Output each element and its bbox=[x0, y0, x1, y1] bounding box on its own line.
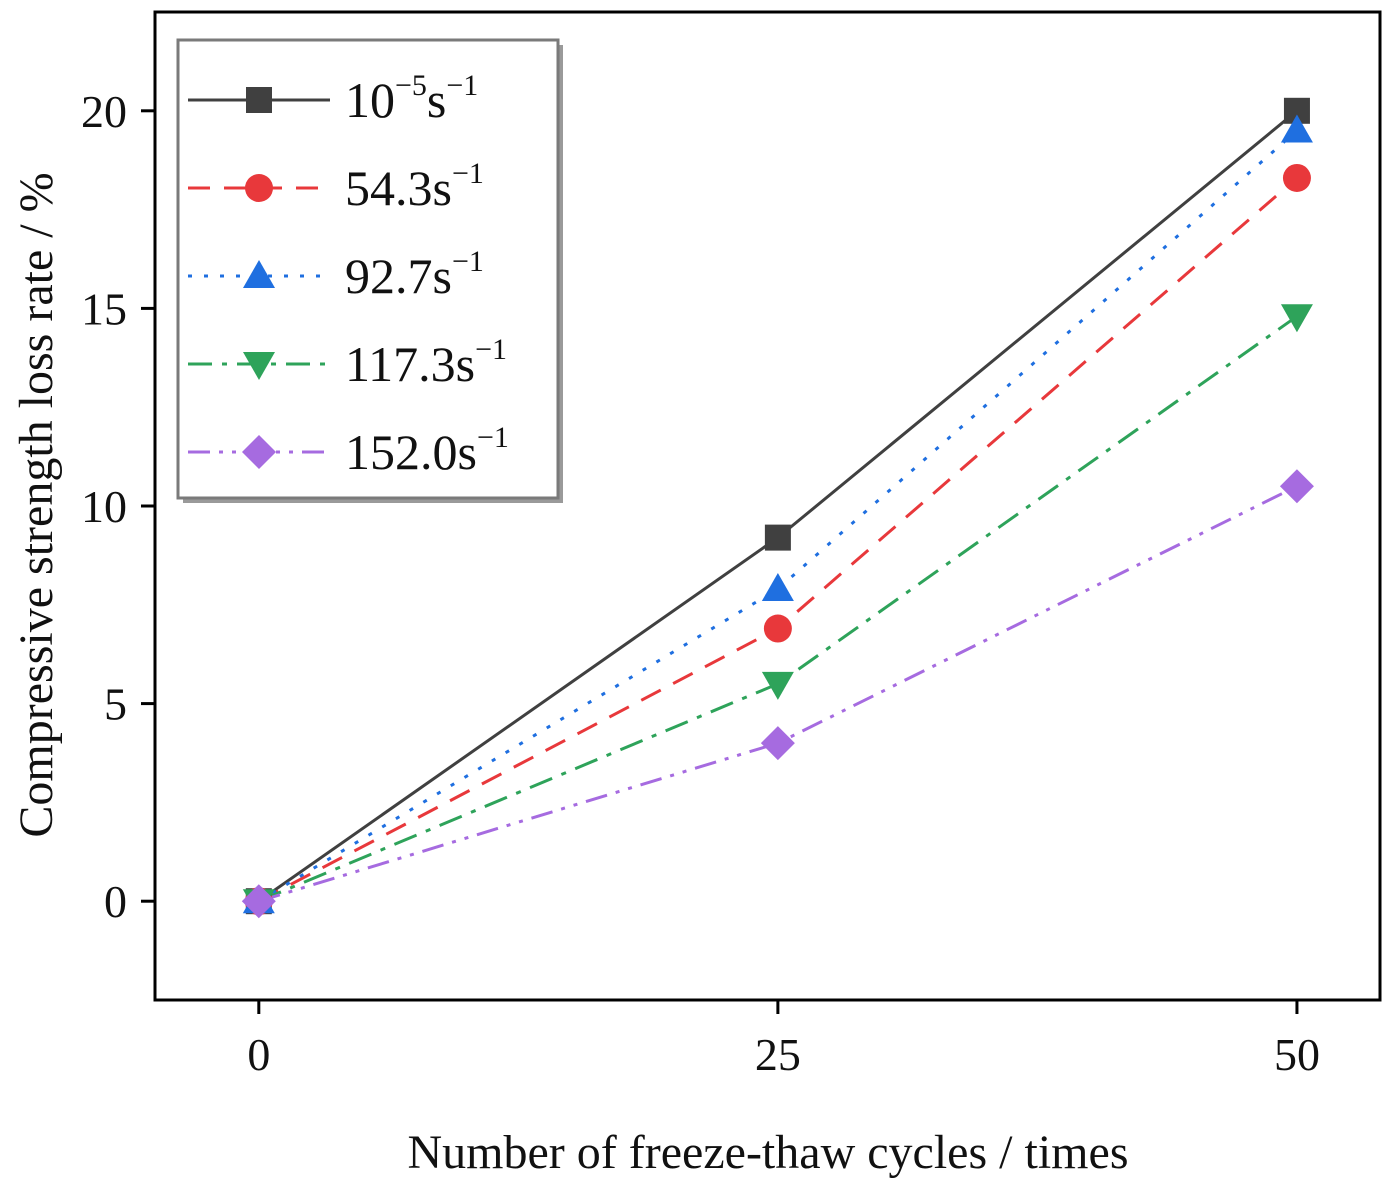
x-axis-title: Number of freeze-thaw cycles / times bbox=[407, 1126, 1128, 1179]
y-tick-label: 0 bbox=[104, 876, 127, 927]
y-axis-title: Compressive strength loss rate / % bbox=[10, 172, 63, 837]
data-point-circle bbox=[763, 614, 792, 643]
y-tick-label: 20 bbox=[81, 86, 127, 137]
data-point-triangle-up bbox=[761, 572, 794, 601]
legend-marker-circle bbox=[245, 174, 273, 202]
x-tick-label: 50 bbox=[1274, 1029, 1320, 1080]
x-tick-label: 25 bbox=[755, 1029, 801, 1080]
y-tick-label: 10 bbox=[81, 481, 127, 532]
legend-label: 92.7s−1 bbox=[345, 245, 484, 304]
legend-marker-square bbox=[246, 87, 272, 113]
legend-label: 117.3s−1 bbox=[345, 333, 507, 392]
data-point-diamond bbox=[241, 884, 276, 919]
data-point-diamond bbox=[760, 726, 795, 761]
y-tick-label: 5 bbox=[104, 679, 127, 730]
x-tick-label: 0 bbox=[247, 1029, 270, 1080]
y-tick-label: 15 bbox=[81, 283, 127, 334]
legend-label: 10−5s−1 bbox=[345, 69, 478, 128]
data-point-triangle-up bbox=[1280, 114, 1313, 143]
legend-label: 54.3s−1 bbox=[345, 157, 484, 216]
legend-box bbox=[176, 38, 560, 500]
series-line bbox=[258, 484, 1298, 903]
legend-label: 152.0s−1 bbox=[345, 421, 509, 480]
legend-marker-triangle-down bbox=[243, 352, 275, 380]
data-point-square bbox=[764, 524, 791, 551]
legend-marker-triangle-up bbox=[243, 260, 275, 288]
legend-marker-diamond bbox=[242, 435, 276, 469]
data-point-circle bbox=[1282, 163, 1311, 192]
data-point-diamond bbox=[1279, 469, 1314, 504]
data-point-triangle-down bbox=[761, 671, 794, 700]
data-point-triangle-down bbox=[1280, 304, 1313, 333]
